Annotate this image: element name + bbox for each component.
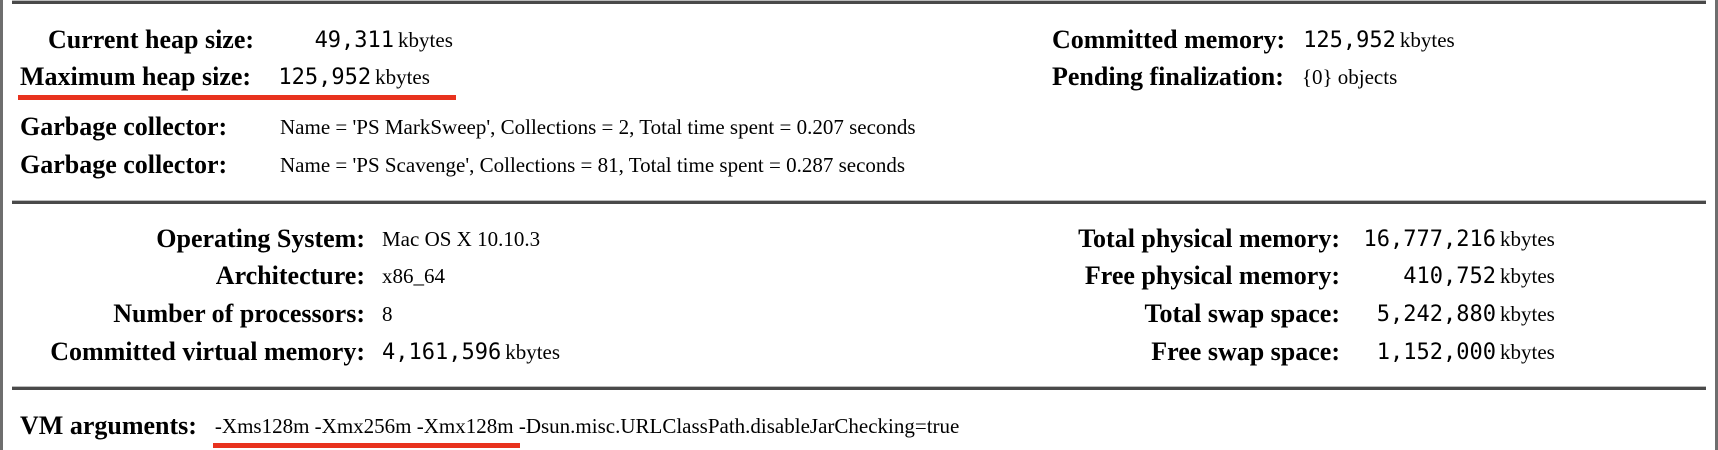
- total-swap-value: 5,242,880: [1376, 301, 1496, 327]
- maximum-heap-label: Maximum heap size:: [20, 62, 252, 91]
- heap-highlight-underline: [18, 95, 456, 100]
- pending-finalization-row: Pending finalization: {0} objects: [1052, 59, 1397, 95]
- garbage-collector-label: Garbage collector:: [20, 112, 228, 141]
- pending-finalization-label: Pending finalization:: [1052, 62, 1284, 91]
- total-physical-row: Total physical memory: 16,777,216 kbytes: [1040, 221, 1555, 257]
- processors-row: Number of processors: 8: [20, 296, 393, 332]
- garbage-collector-value: Name = 'PS MarkSweep', Collections = 2, …: [280, 114, 916, 139]
- free-swap-row: Free swap space: 1,152,000 kbytes: [1040, 334, 1555, 370]
- architecture-label: Architecture:: [215, 261, 365, 290]
- left-border: [0, 0, 3, 450]
- architecture-value: x86_64: [382, 263, 445, 288]
- total-swap-label: Total swap space:: [1144, 299, 1340, 328]
- vm-args-highlight-underline: [212, 442, 520, 448]
- garbage-collector-row: Garbage collector: Name = 'PS Scavenge',…: [20, 147, 905, 183]
- committed-virtual-label: Committed virtual memory:: [50, 337, 365, 366]
- committed-memory-unit: kbytes: [1399, 27, 1455, 52]
- committed-memory-label: Committed memory:: [1052, 25, 1286, 54]
- free-swap-unit: kbytes: [1500, 339, 1555, 364]
- free-swap-label: Free swap space:: [1151, 337, 1340, 366]
- garbage-collector-label: Garbage collector:: [20, 150, 228, 179]
- pending-finalization-value: {0} objects: [1301, 64, 1398, 89]
- maximum-heap-row: Maximum heap size: 125,952 kbytes: [20, 59, 430, 95]
- free-physical-label: Free physical memory:: [1084, 261, 1340, 290]
- processors-value: 8: [382, 301, 393, 326]
- total-swap-unit: kbytes: [1500, 301, 1555, 326]
- total-swap-row: Total swap space: 5,242,880 kbytes: [1040, 296, 1555, 332]
- operating-system-value: Mac OS X 10.10.3: [382, 226, 541, 251]
- committed-memory-value: 125,952: [1303, 27, 1396, 53]
- maximum-heap-value: 125,952: [278, 64, 372, 90]
- current-heap-unit: kbytes: [398, 27, 453, 52]
- section-divider: [12, 386, 1706, 390]
- committed-virtual-row: Committed virtual memory: 4,161,596 kbyt…: [20, 334, 560, 370]
- committed-memory-row: Committed memory: 125,952 kbytes: [1052, 22, 1455, 58]
- committed-virtual-value: 4,161,596: [382, 339, 502, 365]
- free-physical-row: Free physical memory: 410,752 kbytes: [1040, 258, 1555, 294]
- vm-arguments-highlighted-text: -Xms128m -Xmx256m -Xmx128m: [214, 413, 514, 438]
- architecture-row: Architecture: x86_64: [20, 258, 445, 294]
- free-physical-unit: kbytes: [1500, 263, 1555, 288]
- total-physical-value: 16,777,216: [1363, 226, 1496, 252]
- free-physical-value: 410,752: [1403, 263, 1496, 289]
- processors-label: Number of processors:: [113, 299, 365, 328]
- current-heap-value: 49,311: [314, 27, 395, 53]
- section-divider: [12, 200, 1706, 204]
- top-divider: [12, 0, 1706, 4]
- vm-arguments-highlighted: -Xms128m -Xmx256m -Xmx128m: [212, 413, 520, 448]
- committed-virtual-unit: kbytes: [505, 339, 561, 364]
- vm-arguments-rest: -Dsun.misc.URLClassPath.disableJarChecki…: [513, 413, 960, 438]
- operating-system-row: Operating System: Mac OS X 10.10.3: [20, 221, 540, 257]
- garbage-collector-value: Name = 'PS Scavenge', Collections = 81, …: [280, 152, 906, 177]
- operating-system-label: Operating System:: [156, 224, 365, 253]
- right-border: [1715, 0, 1718, 450]
- free-swap-value: 1,152,000: [1376, 339, 1496, 365]
- vm-arguments-label: VM arguments:: [20, 411, 197, 440]
- current-heap-row: Current heap size: 49,311 kbytes: [48, 22, 453, 58]
- maximum-heap-unit: kbytes: [375, 64, 430, 89]
- total-physical-label: Total physical memory:: [1078, 224, 1340, 253]
- current-heap-label: Current heap size:: [48, 25, 255, 54]
- vm-arguments-row: VM arguments: -Xms128m -Xmx256m -Xmx128m…: [20, 408, 960, 448]
- total-physical-unit: kbytes: [1500, 226, 1555, 251]
- garbage-collector-row: Garbage collector: Name = 'PS MarkSweep'…: [20, 109, 916, 145]
